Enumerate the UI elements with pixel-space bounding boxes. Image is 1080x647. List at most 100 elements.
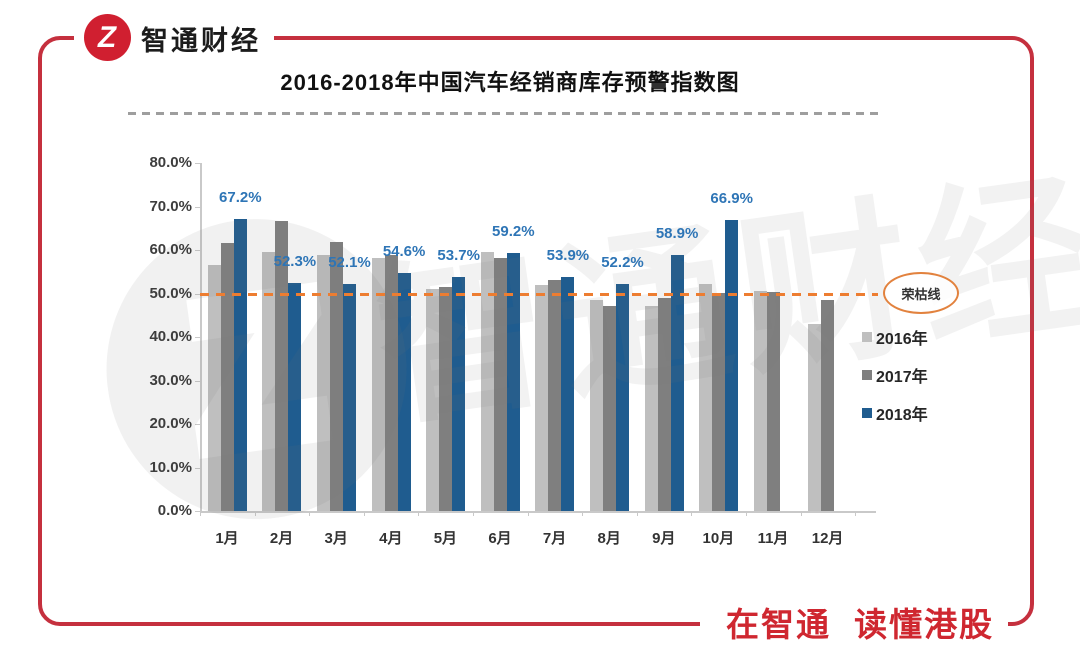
x-tickmark xyxy=(691,511,693,516)
chart-legend: 2016年 2017年 2018年 xyxy=(862,318,928,432)
x-tickmark xyxy=(254,511,256,516)
y-axis-tick-label: 20.0% xyxy=(149,415,192,432)
bar-2018年-6月 xyxy=(506,253,520,511)
data-label-2018-8月: 52.2% xyxy=(601,253,644,271)
y-tickmark xyxy=(195,293,200,295)
y-tickmark xyxy=(195,467,200,469)
bar-2016年-9月 xyxy=(644,306,658,511)
x-tickmark xyxy=(473,511,474,516)
x-tickmark xyxy=(582,511,584,516)
data-label-2018-3月: 52.1% xyxy=(328,254,371,272)
bar-2018年-5月 xyxy=(452,277,466,511)
bar-2016年-5月 xyxy=(426,289,440,511)
legend-swatch-2016 xyxy=(862,332,872,342)
x-tickmark xyxy=(309,511,311,516)
bar-2018年-10月 xyxy=(725,219,739,511)
bar-2016年-10月 xyxy=(699,283,713,511)
logo-z-glyph: Z xyxy=(95,20,120,54)
bar-2017年-11月 xyxy=(766,291,780,511)
bar-2017年-1月 xyxy=(220,243,234,511)
frame-gap-bottom xyxy=(700,614,1008,632)
y-axis-tick-label: 30.0% xyxy=(149,371,192,389)
bar-2017年-4月 xyxy=(384,254,398,511)
x-axis-category-label: 10月 xyxy=(702,530,735,547)
zhitong-logo-icon: Z xyxy=(84,14,131,61)
legend-item-2016: 2016年 xyxy=(862,318,928,356)
bar-2018年-7月 xyxy=(561,276,575,511)
data-label-2018-4月: 54.6% xyxy=(382,243,426,261)
y-tickmark xyxy=(195,250,200,251)
bar-2017年-12月 xyxy=(821,300,835,511)
red-rounded-frame xyxy=(38,36,1034,626)
y-tickmark xyxy=(195,206,200,208)
legend-label-2018: 2018年 xyxy=(876,407,928,424)
boom-bust-reference-line xyxy=(200,292,878,296)
x-tickmark xyxy=(363,511,365,516)
bar-2018年-3月 xyxy=(343,284,356,511)
bar-2017年-5月 xyxy=(439,286,453,511)
legend-swatch-2017 xyxy=(862,370,872,380)
bar-2017年-8月 xyxy=(603,305,616,511)
x-tickmark xyxy=(636,511,638,516)
chart-title: 2016-2018年中国汽车经销商库存预警指数图 xyxy=(280,70,740,95)
reference-line-label: 荣枯线 xyxy=(901,286,941,302)
data-label-2018-2月: 52.3% xyxy=(273,253,317,271)
x-tickmark xyxy=(418,511,420,516)
bar-2016年-2月 xyxy=(262,251,276,511)
bar-2017年-3月 xyxy=(330,241,343,511)
title-dashed-separator xyxy=(128,112,884,115)
bar-2017年-6月 xyxy=(493,257,507,511)
y-axis-tick-label: 10.0% xyxy=(149,458,192,476)
x-axis-category-label: 5月 xyxy=(433,530,458,547)
bar-2018年-2月 xyxy=(288,283,302,511)
y-axis-tick-label: 80.0% xyxy=(149,154,192,171)
x-axis-category-label: 4月 xyxy=(379,530,403,547)
x-axis-category-label: 1月 xyxy=(215,530,239,547)
bar-2017年-9月 xyxy=(657,297,671,511)
data-label-2018-5月: 53.7% xyxy=(437,247,480,265)
x-axis-category-label: 9月 xyxy=(652,530,676,547)
bar-2016年-12月 xyxy=(808,323,822,511)
bar-2018年-1月 xyxy=(233,218,247,511)
y-tickmark xyxy=(195,163,200,164)
bar-2016年-7月 xyxy=(535,284,549,511)
x-axis-category-label: 7月 xyxy=(542,530,567,547)
bar-2016年-4月 xyxy=(371,258,385,511)
reference-line-callout: 荣枯线 xyxy=(883,272,959,314)
bar-2016年-6月 xyxy=(480,251,494,511)
y-tickmark xyxy=(195,424,200,425)
data-label-2018-10月: 66.9% xyxy=(710,189,753,207)
x-tickmark xyxy=(200,511,201,516)
bar-2018年-4月 xyxy=(397,273,411,511)
y-tickmark xyxy=(195,511,200,512)
brand-name: 智通财经 xyxy=(141,26,261,56)
y-axis-tick-label: 60.0% xyxy=(149,241,192,258)
x-axis-line xyxy=(200,511,876,513)
data-label-2018-7月: 53.9% xyxy=(546,246,590,264)
bar-2016年-1月 xyxy=(207,264,221,511)
y-axis-line xyxy=(200,163,202,511)
data-label-2018-1月: 67.2% xyxy=(219,188,262,206)
y-axis-tick-label: 50.0% xyxy=(149,284,192,302)
data-label-2018-9月: 58.9% xyxy=(655,224,699,242)
bar-2016年-8月 xyxy=(590,300,603,511)
x-tickmark xyxy=(800,511,802,516)
x-axis-category-label: 12月 xyxy=(811,530,844,547)
x-axis-category-label: 11月 xyxy=(757,530,789,547)
legend-label-2016: 2016年 xyxy=(876,331,928,348)
x-axis-category-label: 8月 xyxy=(597,530,621,547)
bar-2016年-3月 xyxy=(317,254,330,511)
legend-label-2017: 2017年 xyxy=(876,369,928,386)
x-axis-category-label: 6月 xyxy=(488,530,512,547)
x-axis-category-label: 3月 xyxy=(324,530,348,547)
legend-item-2018: 2018年 xyxy=(862,394,928,432)
y-axis-tick-label: 70.0% xyxy=(149,197,192,215)
data-label-2018-6月: 59.2% xyxy=(492,223,535,241)
legend-item-2017: 2017年 xyxy=(862,356,928,394)
x-tickmark xyxy=(855,511,857,516)
bar-2018年-8月 xyxy=(616,283,629,511)
bar-2017年-10月 xyxy=(712,292,726,511)
y-axis-tick-label: 40.0% xyxy=(149,328,192,345)
bar-2018年-9月 xyxy=(670,254,684,511)
